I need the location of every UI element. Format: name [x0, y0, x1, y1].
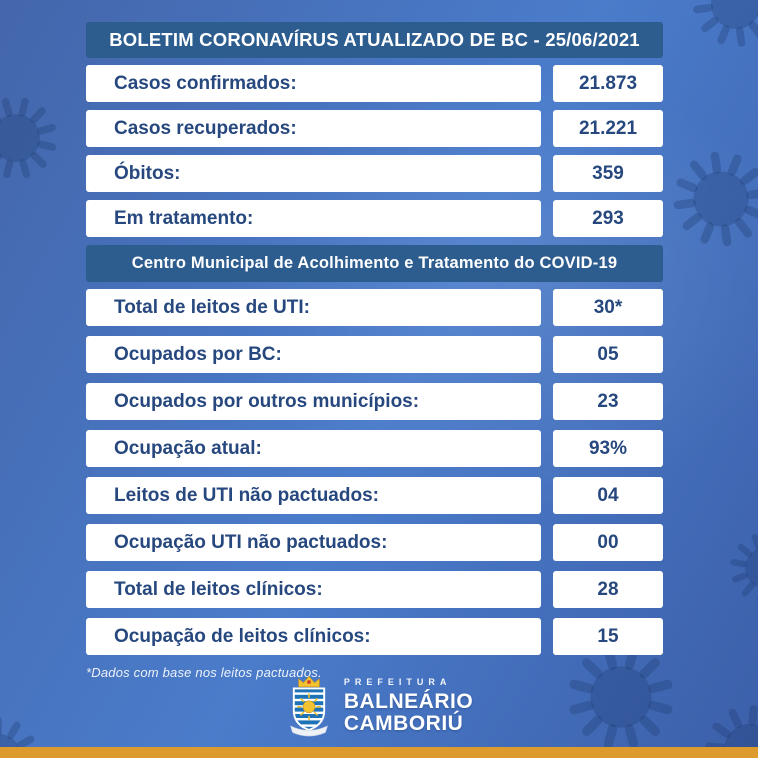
stat-value: 21.221	[553, 110, 663, 147]
stat-label: Leitos de UTI não pactuados:	[86, 477, 541, 514]
stat-label: Ocupação de leitos clínicos:	[86, 618, 541, 655]
logo-city-name-2: CAMBORIÚ	[343, 712, 464, 735]
bulletin-title: BOLETIM CORONAVÍRUS ATUALIZADO DE BC - 2…	[109, 29, 640, 50]
table-row: Casos confirmados: 21.873	[86, 65, 663, 102]
stat-label: Ocupação atual:	[86, 430, 541, 467]
stat-label: Em tratamento:	[86, 200, 541, 237]
city-logo-text: PREFEITURA BALNEÁRIO CAMBORIÚ	[343, 677, 474, 735]
stat-value: 05	[553, 336, 663, 373]
section-title: Centro Municipal de Acolhimento e Tratam…	[131, 254, 618, 272]
stat-label: Ocupados por BC:	[86, 336, 541, 373]
stat-label: Ocupação UTI não pactuados:	[86, 524, 541, 561]
table-row: Total de leitos clínicos: 28	[86, 571, 663, 608]
virus-icon	[710, 512, 758, 625]
virus-icon	[0, 82, 72, 194]
stat-value: 00	[553, 524, 663, 561]
table-row: Casos recuperados: 21.221	[86, 110, 663, 147]
bottom-accent-bar	[0, 747, 758, 758]
stat-label: Total de leitos de UTI:	[86, 289, 541, 326]
hospital-stats: Total de leitos de UTI: 30* Ocupados por…	[86, 289, 663, 655]
stat-value: 28	[553, 571, 663, 608]
table-row: Ocupados por BC: 05	[86, 336, 663, 373]
stat-label: Casos confirmados:	[86, 65, 541, 102]
stat-value: 359	[553, 155, 663, 192]
stat-label: Óbitos:	[86, 155, 541, 192]
city-logo: PREFEITURA BALNEÁRIO CAMBORIÚ	[0, 674, 758, 738]
stat-value: 23	[553, 383, 663, 420]
logo-prefeitura-label: PREFEITURA	[343, 677, 452, 687]
bulletin-board: BOLETIM CORONAVÍRUS ATUALIZADO DE BC - 2…	[86, 22, 663, 680]
table-row: Ocupação UTI não pactuados: 00	[86, 524, 663, 561]
virus-icon	[682, 0, 758, 58]
stat-label: Ocupados por outros municípios:	[86, 383, 541, 420]
table-row: Ocupação de leitos clínicos: 15	[86, 618, 663, 655]
table-row: Ocupação atual: 93%	[86, 430, 663, 467]
table-row: Leitos de UTI não pactuados: 04	[86, 477, 663, 514]
logo-city-name-1: BALNEÁRIO	[343, 690, 474, 713]
stat-label: Total de leitos clínicos:	[86, 571, 541, 608]
stat-value: 93%	[553, 430, 663, 467]
virus-icon	[652, 130, 758, 268]
section-title-bar: Centro Municipal de Acolhimento e Tratam…	[86, 245, 663, 282]
city-stats: Casos confirmados: 21.873 Casos recupera…	[86, 65, 663, 237]
table-row: Ocupados por outros municípios: 23	[86, 383, 663, 420]
table-row: Total de leitos de UTI: 30*	[86, 289, 663, 326]
stat-label: Casos recuperados:	[86, 110, 541, 147]
footnote: *Dados com base nos leitos pactuados.	[86, 665, 322, 680]
stat-value: 293	[553, 200, 663, 237]
stat-value: 15	[553, 618, 663, 655]
bulletin-title-bar: BOLETIM CORONAVÍRUS ATUALIZADO DE BC - 2…	[86, 22, 663, 58]
stat-value: 21.873	[553, 65, 663, 102]
stat-value: 04	[553, 477, 663, 514]
table-row: Em tratamento: 293	[86, 200, 663, 237]
city-crest-icon	[289, 675, 328, 737]
table-row: Óbitos: 359	[86, 155, 663, 192]
stat-value: 30*	[553, 289, 663, 326]
